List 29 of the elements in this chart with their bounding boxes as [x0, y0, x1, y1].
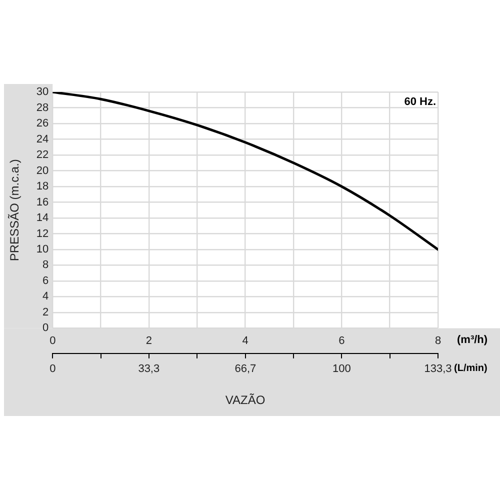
y-tick-label: 6 [42, 274, 49, 287]
y-tick-label: 14 [36, 212, 49, 224]
y-tick-label: 26 [36, 118, 49, 130]
y-tick-label: 12 [36, 228, 49, 240]
x-tick-label: 8 [434, 334, 442, 347]
x2-tick-label: 100 [332, 363, 351, 376]
y-tick-label: 0 [42, 322, 49, 334]
x-axis-title: VAZÃO [225, 393, 266, 408]
y-tick-label: 2 [42, 306, 49, 318]
y-tick-label: 28 [36, 102, 49, 114]
x-tick-label: 4 [242, 334, 248, 347]
y-tick-label: 4 [42, 290, 49, 303]
x2-tick-label: 66,7 [234, 363, 256, 376]
annotation: 60 Hz. [404, 96, 436, 108]
y-tick-label: 18 [36, 180, 49, 193]
x2-tick-label: 33,3 [138, 363, 160, 376]
x-tick-label: 2 [146, 334, 152, 347]
x-tick-label: 6 [338, 334, 345, 347]
x2-axis-title: (L/min) [454, 363, 488, 374]
y-tick-label: 24 [36, 133, 49, 146]
y-tick-label: 8 [42, 259, 49, 272]
x2-tick-label: 133,3 [424, 363, 452, 376]
y-tick-label: 16 [36, 196, 49, 208]
y-tick-label: 22 [36, 149, 49, 162]
y-tick-label: 10 [36, 244, 49, 256]
text: (m³/h) [457, 334, 488, 346]
y-tick-label: 30 [36, 86, 49, 98]
y-axis-title: PRESSÃO (m.c.a.) [8, 159, 22, 262]
y-tick-label: 20 [36, 164, 49, 177]
